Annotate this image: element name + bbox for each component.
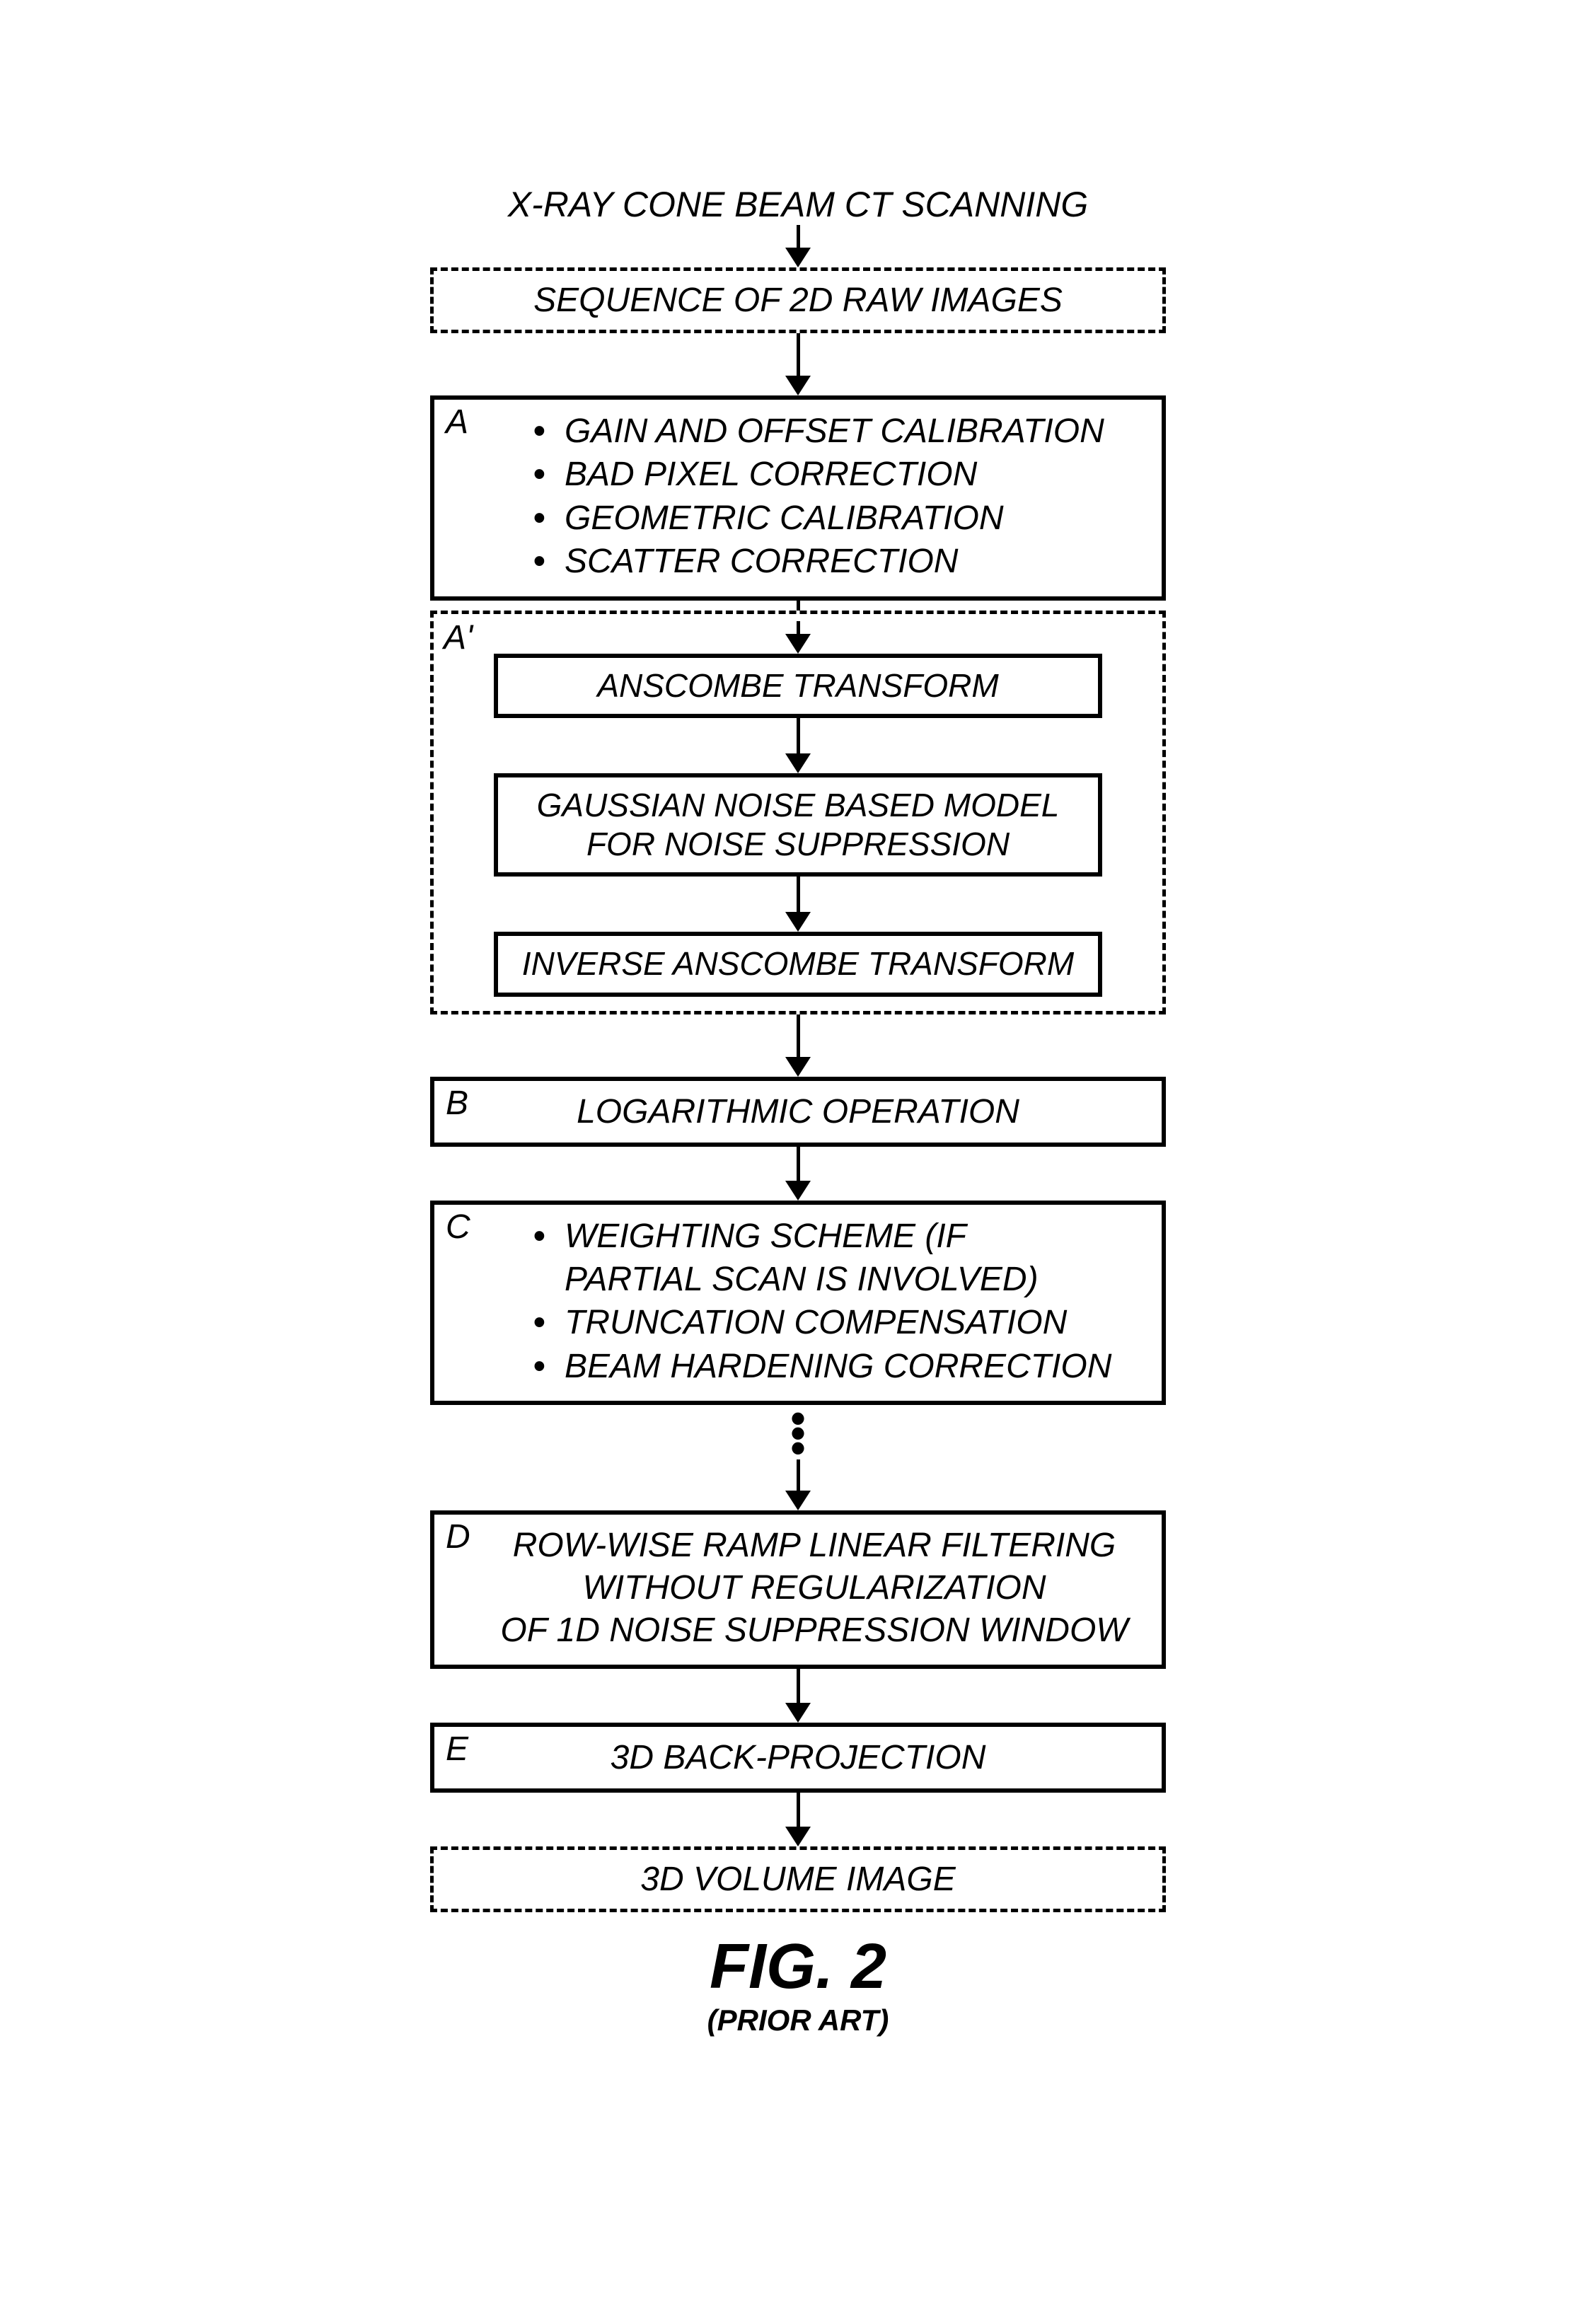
figure-sublabel: (PRIOR ART) [707,2003,889,2037]
volume-box: 3D VOLUME IMAGE [430,1846,1166,1912]
box-d: D ROW-WISE RAMP LINEAR FILTERING WITHOUT… [430,1510,1166,1669]
box-a-item: BAD PIXEL CORRECTION [533,453,1147,496]
chart-title: X-RAY CONE BEAM CT SCANNING [508,184,1088,225]
box-d-label: D [446,1517,470,1556]
box-a-item: GEOMETRIC CALIBRATION [533,497,1147,540]
box-c-item: BEAM HARDENING CORRECTION [533,1345,1147,1388]
anscombe-text: ANSCOMBE TRANSFORM [597,666,998,705]
connector [797,601,800,611]
box-a-item: SCATTER CORRECTION [533,540,1147,583]
arrow [785,1793,811,1846]
vertical-dots: ••• [790,1411,805,1455]
box-e: E 3D BACK-PROJECTION [430,1723,1166,1793]
anscombe-box: ANSCOMBE TRANSFORM [494,654,1102,718]
arrow [785,718,811,773]
volume-text: 3D VOLUME IMAGE [434,1860,1162,1899]
arrow [785,1147,811,1201]
inverse-anscombe-text: INVERSE ANSCOMBE TRANSFORM [522,944,1074,983]
box-a-label: A [446,403,468,441]
flowchart-page: X-RAY CONE BEAM CT SCANNING SEQUENCE OF … [0,0,1596,2319]
box-c-item: WEIGHTING SCHEME (IF PARTIAL SCAN IS INV… [533,1215,1147,1302]
inverse-anscombe-box: INVERSE ANSCOMBE TRANSFORM [494,932,1102,996]
box-d-line: ROW-WISE RAMP LINEAR FILTERING [513,1527,1116,1564]
box-c: C WEIGHTING SCHEME (IF PARTIAL SCAN IS I… [430,1201,1166,1406]
arrow [785,621,811,654]
gaussian-box: GAUSSIAN NOISE BASED MODEL FOR NOISE SUP… [494,773,1102,877]
box-c-list: WEIGHTING SCHEME (IF PARTIAL SCAN IS INV… [533,1215,1147,1389]
sequence-text: SEQUENCE OF 2D RAW IMAGES [434,281,1162,320]
box-d-line: WITHOUT REGULARIZATION [582,1569,1046,1607]
box-d-line: OF 1D NOISE SUPPRESSION WINDOW [500,1612,1128,1649]
arrow [785,225,811,267]
box-a-item: GAIN AND OFFSET CALIBRATION [533,410,1147,453]
box-c-item-line: WEIGHTING SCHEME (IF [565,1218,966,1255]
arrow [785,1459,811,1510]
arrow [785,1014,811,1077]
arrow [785,877,811,932]
box-e-text: 3D BACK-PROJECTION [434,1738,1162,1777]
box-a-list: GAIN AND OFFSET CALIBRATION BAD PIXEL CO… [533,410,1147,584]
gaussian-text: GAUSSIAN NOISE BASED MODEL FOR NOISE SUP… [515,786,1081,864]
box-b: B LOGARITHMIC OPERATION [430,1077,1166,1147]
box-b-label: B [446,1084,468,1123]
box-a: A GAIN AND OFFSET CALIBRATION BAD PIXEL … [430,395,1166,601]
box-a-prime: A' ANSCOMBE TRANSFORM GAUSSIAN NOISE BAS… [430,611,1166,1014]
box-c-item-line: PARTIAL SCAN IS INVOLVED) [565,1261,1039,1298]
box-b-text: LOGARITHMIC OPERATION [434,1092,1162,1131]
box-a-prime-label: A' [444,618,473,657]
box-c-label: C [446,1208,470,1247]
arrow [785,1669,811,1723]
box-e-label: E [446,1730,468,1769]
sequence-box: SEQUENCE OF 2D RAW IMAGES [430,267,1166,333]
arrow [785,333,811,395]
box-c-item: TRUNCATION COMPENSATION [533,1301,1147,1344]
figure-label: FIG. 2 [710,1931,886,2003]
